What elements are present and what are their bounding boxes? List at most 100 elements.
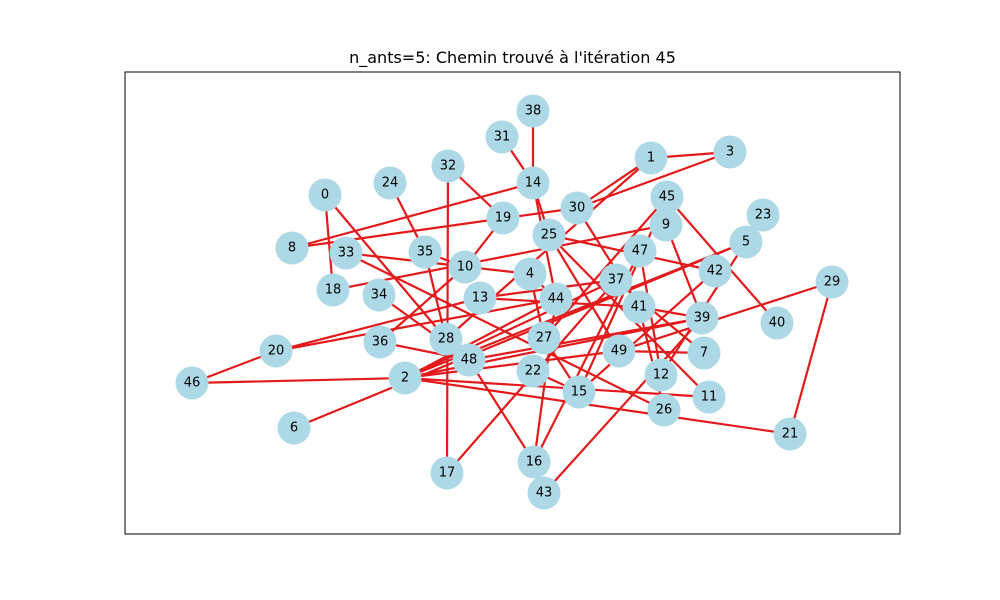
node-circle-28: [429, 322, 463, 356]
node-label-18: 18: [325, 283, 342, 298]
node-circle-15: [562, 375, 596, 409]
figure-title: n_ants=5: Chemin trouvé à l'itération 45: [349, 48, 676, 68]
node-11: 11: [692, 380, 726, 414]
node-label-22: 22: [525, 364, 542, 379]
edge-37-7: [615, 279, 705, 354]
node-label-19: 19: [495, 211, 512, 226]
node-label-34: 34: [371, 288, 388, 303]
node-circle-13: [463, 281, 497, 315]
node-2: 2: [388, 361, 422, 395]
edge-13-20: [275, 296, 481, 353]
edge-3-30: [576, 150, 731, 210]
node-44: 44: [539, 282, 573, 316]
node-31: 31: [485, 120, 519, 154]
node-label-2: 2: [401, 371, 409, 386]
edge-48-16: [468, 359, 535, 463]
node-26: 26: [647, 393, 681, 427]
node-label-8: 8: [288, 241, 296, 256]
node-7: 7: [687, 336, 721, 370]
node-48: 48: [452, 343, 486, 377]
node-19: 19: [486, 201, 520, 235]
node-circle-27: [527, 321, 561, 355]
node-circle-36: [363, 325, 397, 359]
node-circle-40: [760, 306, 794, 340]
edge-44-20: [275, 297, 557, 353]
node-1: 1: [634, 141, 668, 175]
node-label-49: 49: [611, 344, 628, 359]
node-circle-35: [408, 235, 442, 269]
node-label-15: 15: [571, 385, 588, 400]
node-label-20: 20: [268, 344, 285, 359]
node-5: 5: [729, 225, 763, 259]
node-circle-43: [527, 476, 561, 510]
node-label-21: 21: [782, 427, 799, 442]
node-circle-38: [516, 94, 550, 128]
node-label-24: 24: [382, 176, 399, 191]
node-41: 41: [622, 290, 656, 324]
node-circle-46: [175, 366, 209, 400]
node-circle-2: [388, 361, 422, 395]
node-0: 0: [308, 178, 342, 212]
axes-frame: [124, 71, 901, 535]
node-circle-47: [623, 234, 657, 268]
node-label-16: 16: [526, 455, 543, 470]
node-label-33: 33: [338, 246, 355, 261]
node-13: 13: [463, 281, 497, 315]
node-label-27: 27: [536, 331, 553, 346]
node-28: 28: [429, 322, 463, 356]
node-label-13: 13: [472, 291, 489, 306]
node-label-9: 9: [662, 218, 670, 233]
node-circle-45: [650, 180, 684, 214]
node-circle-10: [448, 250, 482, 284]
node-label-32: 32: [440, 159, 457, 174]
node-label-40: 40: [769, 316, 786, 331]
node-circle-30: [560, 191, 594, 225]
node-label-36: 36: [372, 335, 389, 350]
node-label-37: 37: [608, 273, 625, 288]
node-9: 9: [649, 208, 683, 242]
node-49: 49: [602, 334, 636, 368]
node-circle-41: [622, 290, 656, 324]
node-45: 45: [650, 180, 684, 214]
node-label-41: 41: [631, 300, 648, 315]
node-circle-7: [687, 336, 721, 370]
node-label-23: 23: [755, 208, 772, 223]
node-label-31: 31: [494, 130, 511, 145]
node-label-3: 3: [726, 145, 734, 160]
edge-46-2: [191, 376, 406, 385]
node-circle-8: [275, 231, 309, 265]
node-label-47: 47: [632, 244, 649, 259]
node-circle-22: [516, 354, 550, 388]
node-24: 24: [373, 166, 407, 200]
node-circle-44: [539, 282, 573, 316]
node-34: 34: [362, 278, 396, 312]
node-37: 37: [599, 263, 633, 297]
edge-42-15: [578, 270, 716, 393]
node-label-46: 46: [184, 376, 201, 391]
node-label-25: 25: [541, 228, 558, 243]
node-circle-32: [431, 149, 465, 183]
node-43: 43: [527, 476, 561, 510]
node-circle-19: [486, 201, 520, 235]
node-33: 33: [329, 236, 363, 270]
node-label-10: 10: [457, 260, 474, 275]
node-label-26: 26: [656, 403, 673, 418]
node-circle-49: [602, 334, 636, 368]
node-3: 3: [713, 135, 747, 169]
node-46: 46: [175, 366, 209, 400]
edge-44-2: [404, 298, 557, 379]
edge-14-8: [291, 181, 534, 250]
node-circle-21: [773, 417, 807, 451]
node-label-29: 29: [824, 275, 841, 290]
node-label-4: 4: [526, 267, 534, 282]
node-21: 21: [773, 417, 807, 451]
node-8: 8: [275, 231, 309, 265]
node-47: 47: [623, 234, 657, 268]
node-22: 22: [516, 354, 550, 388]
node-circle-12: [644, 358, 678, 392]
node-label-39: 39: [694, 311, 711, 326]
node-label-1: 1: [647, 151, 655, 166]
node-label-14: 14: [525, 176, 542, 191]
node-label-12: 12: [653, 368, 670, 383]
node-circle-24: [373, 166, 407, 200]
